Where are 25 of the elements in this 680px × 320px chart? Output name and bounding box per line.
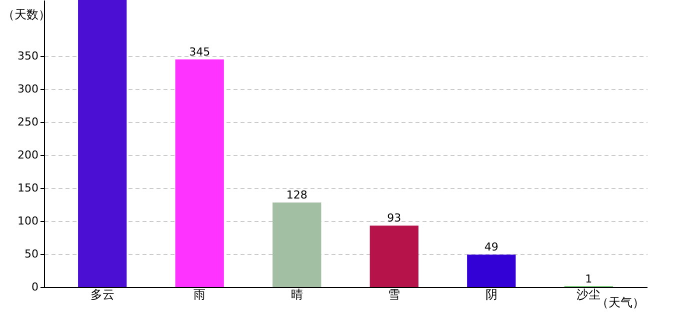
y-tick-label: 50 — [24, 248, 38, 261]
y-tick-label: 150 — [18, 182, 38, 195]
bar — [272, 202, 322, 287]
y-tick-label: 100 — [18, 214, 38, 228]
y-tick-label: 300 — [18, 82, 38, 96]
data-label: 49 — [484, 240, 498, 254]
x-tick-label: 阴 — [485, 288, 498, 302]
y-tick-label: 0 — [32, 280, 38, 294]
y-tick-label: 250 — [18, 116, 38, 129]
data-label: 1 — [585, 272, 592, 286]
data-label: 345 — [189, 45, 210, 58]
bar — [175, 59, 224, 287]
y-tick-label: 200 — [18, 148, 38, 162]
x-tick-label: 多云 — [90, 288, 114, 302]
x-tick-label: 沙尘 — [576, 288, 601, 302]
y-axis-title: （天数） — [2, 8, 50, 22]
bar — [370, 226, 418, 287]
data-label: 93 — [387, 212, 402, 225]
x-tick-label: 雨 — [194, 288, 206, 302]
bar — [78, 0, 127, 287]
x-tick-label: 雪 — [388, 288, 400, 302]
data-label: 128 — [286, 188, 308, 202]
bar — [467, 254, 516, 287]
y-tick-label: 350 — [18, 50, 38, 63]
x-tick-label: 晴 — [290, 288, 303, 302]
